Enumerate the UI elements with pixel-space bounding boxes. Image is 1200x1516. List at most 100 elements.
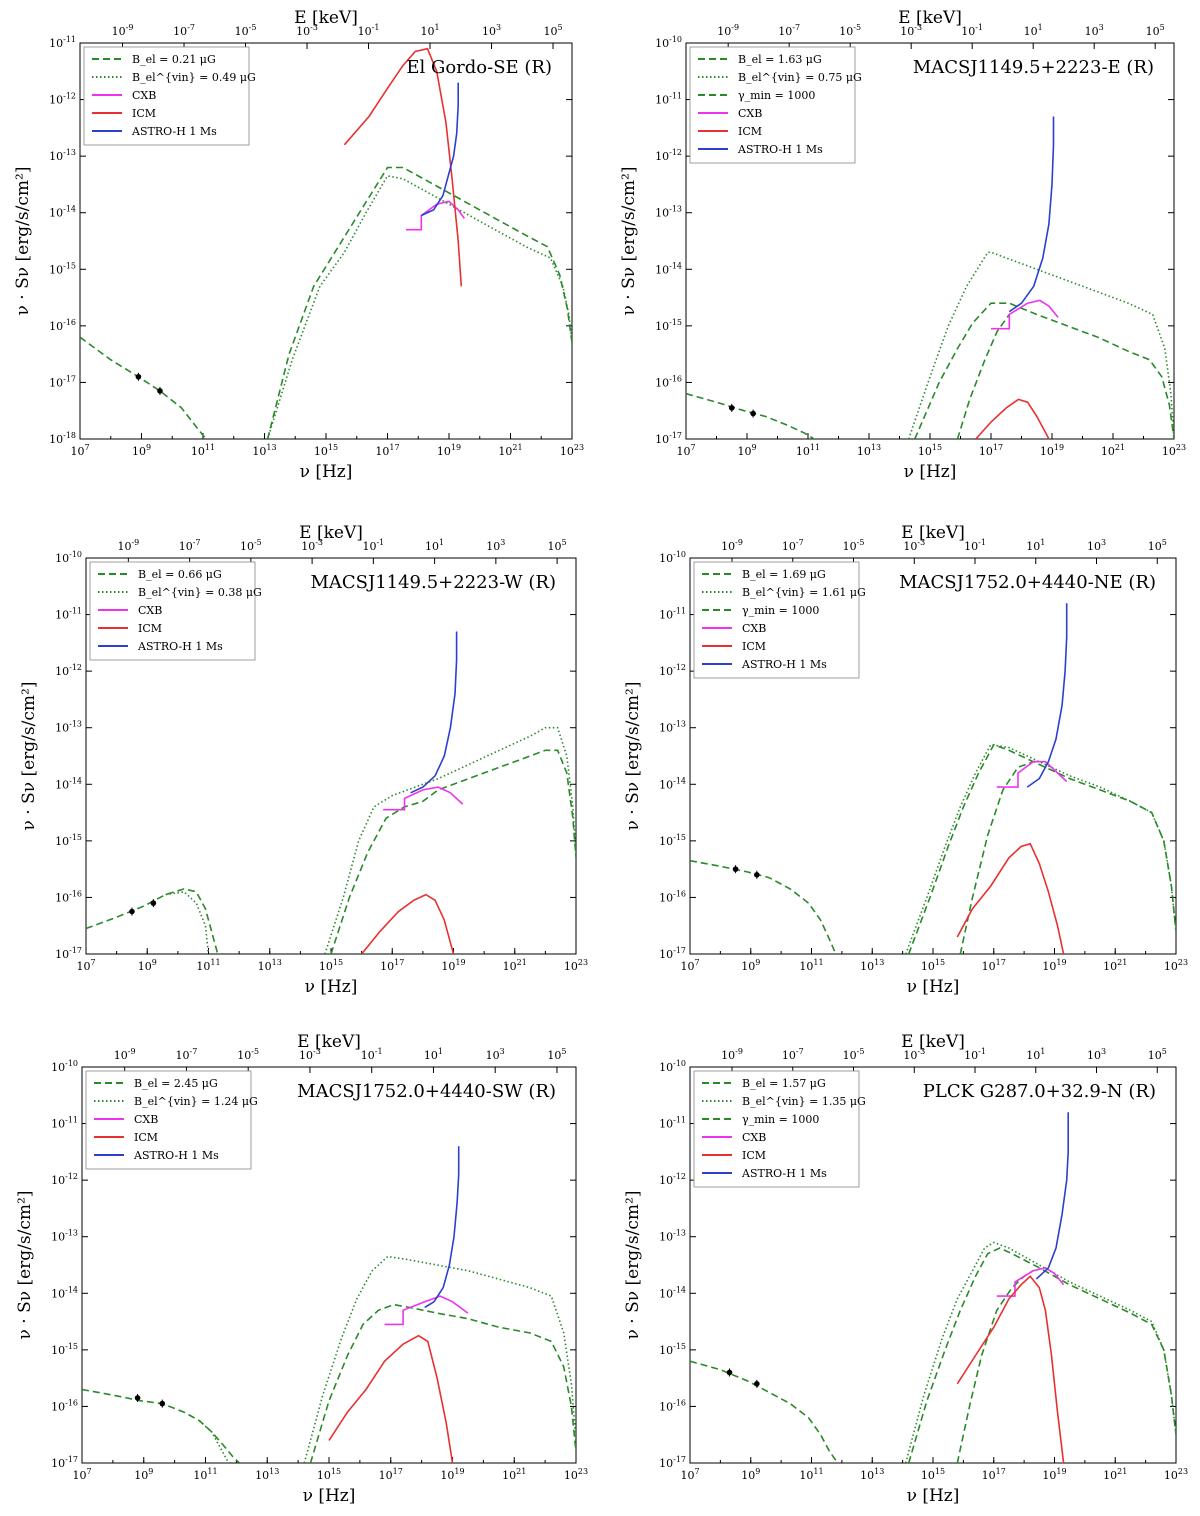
y-axis-label: ν · Sν [erg/s/cm²] bbox=[19, 682, 39, 831]
legend-label: B_el = 2.45 μG bbox=[134, 1077, 218, 1090]
y-tick-label: 10-16 bbox=[51, 1398, 78, 1413]
chart-panel-3: 107 109 1011 1013 1015 1017 1019 1021 1023 10-9 10… bbox=[19, 523, 588, 997]
top-tick-label: 10-3 bbox=[296, 23, 318, 38]
top-tick-label: 10-7 bbox=[782, 538, 804, 553]
legend-label: ASTRO-H 1 Ms bbox=[137, 640, 223, 653]
top-tick-label: 10-7 bbox=[179, 538, 201, 553]
y-tick-label: 10-13 bbox=[51, 1229, 78, 1244]
y-tick-label: 10-16 bbox=[49, 318, 76, 333]
x-tick-label: 1013 bbox=[860, 958, 884, 973]
top-tick-label: 105 bbox=[1148, 538, 1167, 553]
legend-label: CXB bbox=[738, 107, 762, 120]
top-tick-label: 103 bbox=[1087, 1047, 1106, 1062]
series-line-5 bbox=[383, 786, 464, 811]
legend-box bbox=[693, 1070, 860, 1188]
legend-label: CXB bbox=[742, 1131, 766, 1144]
legend-label: ASTRO-H 1 Ms bbox=[133, 1149, 219, 1162]
top-tick-label: 10-1 bbox=[964, 538, 986, 553]
x-tick-label: 107 bbox=[76, 958, 95, 973]
x-tick-label: 1013 bbox=[860, 1467, 884, 1482]
series-line-7 bbox=[1026, 603, 1068, 788]
x-axis-label: ν [Hz] bbox=[907, 977, 960, 997]
top-tick-label: 10-1 bbox=[964, 1047, 986, 1062]
series-line-7 bbox=[410, 631, 458, 794]
series-line-5 bbox=[384, 1295, 469, 1326]
series-line-3 bbox=[907, 251, 1174, 439]
series-line-3 bbox=[904, 743, 1176, 954]
y-tick-label: 10-14 bbox=[659, 776, 686, 791]
legend-label: B_el = 0.66 μG bbox=[138, 568, 222, 581]
x-tick-label: 1023 bbox=[1164, 1467, 1188, 1482]
x-tick-label: 1023 bbox=[564, 958, 588, 973]
series-line-6 bbox=[956, 842, 1065, 954]
x-axis-label: ν [Hz] bbox=[303, 1486, 356, 1506]
series-line-5 bbox=[991, 299, 1059, 330]
top-axis-label: E [keV] bbox=[294, 8, 358, 28]
series-line-3 bbox=[904, 1241, 1176, 1463]
series-group bbox=[686, 116, 1174, 439]
x-tick-label: 109 bbox=[741, 958, 760, 973]
x-tick-label: 109 bbox=[138, 958, 157, 973]
y-tick-label: 10-14 bbox=[51, 1285, 78, 1300]
y-tick-label: 10-15 bbox=[659, 833, 686, 848]
legend-label: CXB bbox=[742, 622, 766, 635]
y-tick-label: 10-12 bbox=[49, 92, 76, 107]
series-line-7 bbox=[1008, 116, 1055, 313]
legend-label: B_el^{vin} = 1.61 μG bbox=[742, 586, 866, 599]
x-tick-label: 1019 bbox=[441, 958, 465, 973]
y-tick-label: 10-16 bbox=[655, 374, 682, 389]
legend-label: B_el = 1.57 μG bbox=[742, 1077, 826, 1090]
top-tick-label: 10-3 bbox=[903, 1047, 925, 1062]
top-tick-label: 10-5 bbox=[839, 23, 861, 38]
y-tick-label: 10-12 bbox=[55, 663, 82, 678]
panel-title: MACSJ1149.5+2223-W (R) bbox=[310, 572, 556, 593]
y-tick-label: 10-15 bbox=[49, 261, 76, 276]
top-tick-label: 10-3 bbox=[301, 538, 323, 553]
top-tick-label: 101 bbox=[1026, 1047, 1045, 1062]
panel-title: El Gordo-SE (R) bbox=[406, 57, 552, 78]
y-tick-label: 10-15 bbox=[659, 1342, 686, 1357]
series-line-1 bbox=[686, 392, 821, 439]
x-tick-label: 1023 bbox=[1164, 958, 1188, 973]
x-tick-label: 1021 bbox=[502, 1467, 526, 1482]
top-tick-label: 101 bbox=[1026, 538, 1045, 553]
legend-label: ASTRO-H 1 Ms bbox=[741, 1167, 827, 1180]
y-tick-label: 10-11 bbox=[55, 607, 82, 622]
x-axis-label: ν [Hz] bbox=[904, 462, 957, 482]
x-tick-label: 1015 bbox=[921, 958, 945, 973]
x-tick-label: 1021 bbox=[1103, 1467, 1127, 1482]
series-line-4 bbox=[956, 314, 1010, 439]
x-tick-label: 109 bbox=[132, 443, 151, 458]
chart-panel-4: 107 109 1011 1013 1015 1017 1019 1021 1023 10-9 10… bbox=[623, 523, 1188, 997]
chart-panel-2: 107 109 1011 1013 1015 1017 1019 1021 1023 10-9 10… bbox=[619, 8, 1186, 482]
top-axis-label: E [keV] bbox=[299, 523, 363, 543]
series-line-2 bbox=[165, 890, 210, 954]
y-tick-label: 10-17 bbox=[51, 1455, 78, 1470]
top-tick-label: 10-1 bbox=[961, 23, 983, 38]
x-tick-label: 1021 bbox=[503, 958, 527, 973]
x-tick-label: 1013 bbox=[255, 1467, 279, 1482]
series-line-5 bbox=[996, 760, 1068, 788]
x-tick-label: 1011 bbox=[193, 1467, 217, 1482]
x-tick-label: 1017 bbox=[379, 1467, 403, 1482]
series-line-5 bbox=[996, 1266, 1065, 1297]
y-tick-label: 10-12 bbox=[659, 663, 686, 678]
top-tick-label: 105 bbox=[1148, 1047, 1167, 1062]
series-line-1 bbox=[690, 859, 837, 954]
x-tick-label: 1019 bbox=[1042, 1467, 1066, 1482]
legend-label: γ_min = 1000 bbox=[742, 604, 819, 617]
top-tick-label: 10-3 bbox=[299, 1047, 321, 1062]
panel-title: MACSJ1149.5+2223-E (R) bbox=[913, 57, 1154, 78]
series-line-4 bbox=[303, 1255, 576, 1463]
series-line-3 bbox=[330, 749, 576, 954]
legend-label: γ_min = 1000 bbox=[742, 1113, 819, 1126]
top-tick-label: 10-9 bbox=[721, 538, 743, 553]
y-tick-label: 10-10 bbox=[655, 35, 682, 50]
y-tick-label: 10-16 bbox=[659, 889, 686, 904]
top-tick-label: 10-5 bbox=[235, 23, 257, 38]
y-tick-label: 10-17 bbox=[49, 374, 76, 389]
x-tick-label: 109 bbox=[741, 1467, 760, 1482]
top-tick-label: 105 bbox=[1146, 23, 1165, 38]
x-axis-label: ν [Hz] bbox=[907, 1486, 960, 1506]
